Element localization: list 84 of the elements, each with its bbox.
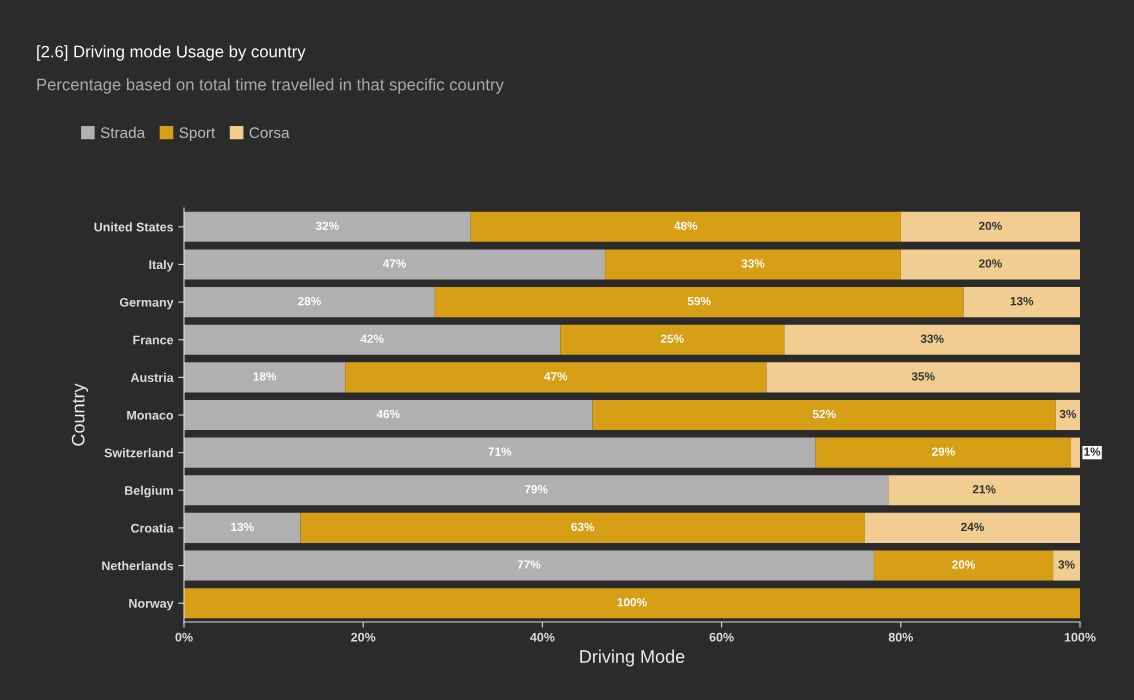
data-label: 20% [979,221,1002,230]
data-label: 47% [382,259,407,268]
data-label: 33% [920,334,944,343]
bar [900,211,1080,242]
data-label: 28% [298,296,321,306]
data-label: 42% [360,334,384,343]
bar [1053,550,1080,581]
bar [184,287,435,318]
legend-label: Strada [100,126,146,139]
bar [184,475,889,506]
data-label: 59% [687,296,711,306]
bar [184,512,301,543]
bar [963,287,1080,318]
bar [1055,399,1080,431]
y-tick-label: Italy [149,259,174,272]
bar [766,362,1080,393]
bar [184,399,593,431]
x-tick-label: 80% [888,632,913,642]
y-axis-title: Country [71,383,89,446]
bar [560,324,785,355]
y-tick-label: France [133,335,174,345]
x-tick-label: 0% [175,632,193,642]
y-tick-label: Netherlands [102,561,174,571]
chart-subtitle: Percentage based on total time travelled in that specific country [37,78,504,94]
data-label: 13% [231,522,254,532]
bar [184,362,346,393]
data-label: 24% [961,522,984,532]
bar [815,437,1072,468]
bar [184,249,606,280]
x-tick-label: 20% [351,632,376,642]
bar [592,399,1056,431]
y-tick-label: Germany [119,297,174,310]
y-tick-label: Monaco [127,410,174,420]
bar [864,512,1080,543]
data-label: 25% [660,334,684,343]
data-label: 18% [253,372,277,381]
data-label: 20% [979,259,1002,268]
bar [605,249,901,280]
data-label: 21% [972,485,996,494]
bar [784,324,1080,355]
bar [470,211,901,242]
data-label: 48% [674,221,698,230]
data-label: 13% [1010,296,1034,306]
y-tick-label: Austria [130,372,174,383]
data-label: 29% [931,447,955,456]
bar [1071,437,1080,468]
bar [300,512,865,543]
x-tick-label: 60% [709,632,734,642]
bar [900,249,1080,280]
data-label: 1% [1084,447,1101,456]
legend-label: Corsa [249,127,290,139]
bar [184,324,561,355]
data-label: 32% [315,221,339,230]
y-tick-label: Belgium [125,485,173,498]
data-label: 46% [376,409,400,419]
data-label: 52% [812,409,836,419]
bar [184,211,471,242]
data-label: 3% [1059,409,1077,419]
y-tick-label: Croatia [131,523,174,533]
y-tick-label: United States [94,222,174,232]
chart-title: [2.6] Driving mode Usage by country [37,45,306,61]
y-tick-label: Norway [129,599,174,611]
legend-label: Sport [179,127,216,142]
bar [184,550,874,581]
bar [888,475,1080,506]
data-label: 79% [524,485,548,494]
bar [184,437,816,468]
bar [434,287,964,318]
data-label: 20% [952,560,976,569]
data-label: 71% [488,447,512,456]
bar [345,362,767,393]
data-label: 63% [571,522,595,532]
data-label: 3% [1058,560,1075,569]
data-label: 77% [517,560,541,569]
x-axis-title: Driving Mode [580,649,685,667]
bar [184,588,1080,619]
data-label: 33% [741,259,765,268]
x-tick-label: 40% [530,632,555,642]
data-label: 47% [544,372,568,381]
x-tick-label: 100% [1064,632,1096,642]
bar [873,550,1054,581]
data-label: 35% [911,372,935,381]
y-tick-label: Switzerland [104,448,173,458]
data-label: 100% [617,597,647,607]
